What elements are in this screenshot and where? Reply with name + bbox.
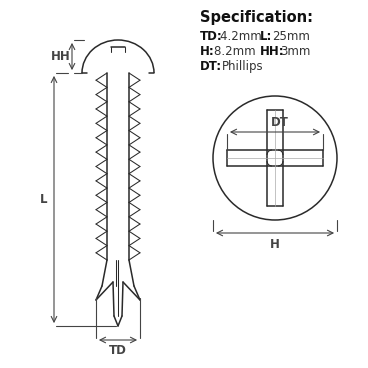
Text: HH:: HH:: [260, 45, 284, 58]
Text: 25mm: 25mm: [272, 30, 310, 43]
Text: TD:: TD:: [200, 30, 223, 43]
Text: HH: HH: [51, 50, 71, 63]
Text: DT:: DT:: [200, 60, 222, 73]
Text: Phillips: Phillips: [222, 60, 263, 73]
Text: 4.2mm: 4.2mm: [220, 30, 269, 43]
Text: TD: TD: [109, 343, 127, 357]
Text: DT: DT: [271, 116, 289, 128]
Text: L:: L:: [260, 30, 272, 43]
Text: H: H: [270, 237, 280, 251]
Text: 8.2mm: 8.2mm: [214, 45, 263, 58]
Text: Specification:: Specification:: [200, 10, 313, 25]
Text: H:: H:: [200, 45, 215, 58]
Text: 3mm: 3mm: [280, 45, 310, 58]
Text: L: L: [40, 193, 48, 206]
